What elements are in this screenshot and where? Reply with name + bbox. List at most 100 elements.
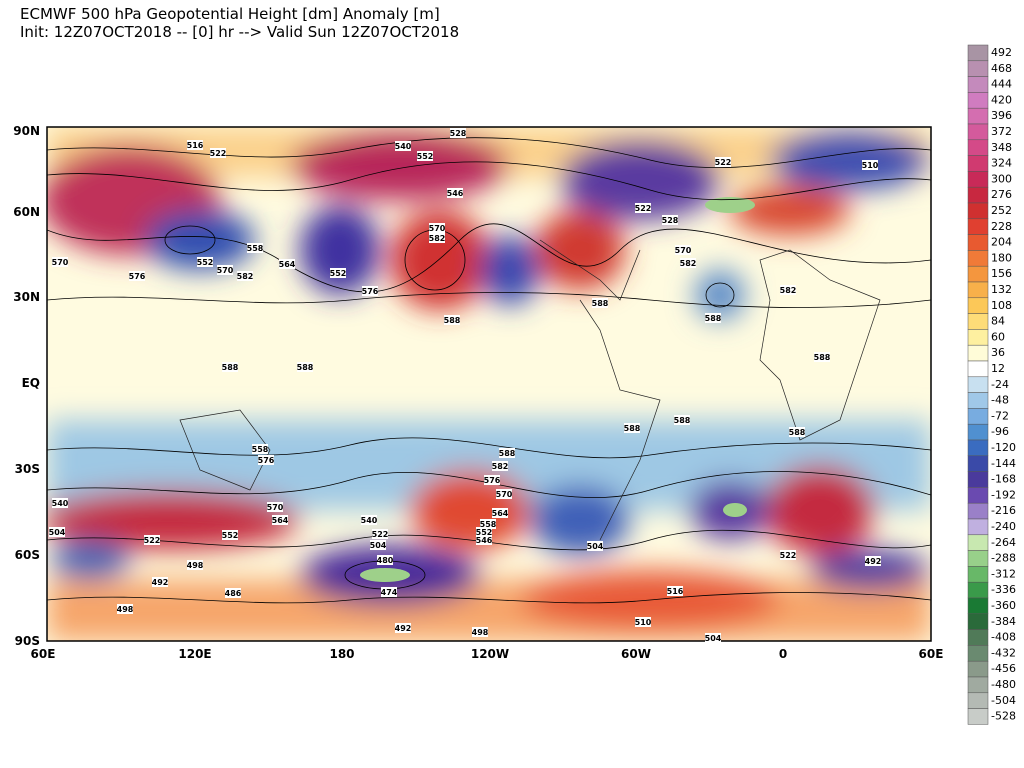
contour-label-bg: [662, 215, 678, 225]
colorbar-swatch: [967, 471, 989, 488]
colorbar-label: 60: [991, 330, 1005, 343]
colorbar-label: 204: [991, 236, 1012, 249]
colorbar-swatch: [967, 408, 989, 425]
colorbar-label: -144: [991, 457, 1016, 470]
contour-label: 498: [117, 605, 134, 614]
contour-label-bg: [780, 550, 796, 560]
colorbar-label: 156: [991, 267, 1012, 280]
contour-label: 540: [361, 516, 378, 525]
colorbar-label: -312: [991, 567, 1016, 580]
colorbar-swatch: [967, 250, 989, 267]
contour-label: 498: [187, 561, 204, 570]
colorbar-swatch: [967, 534, 989, 551]
colorbar-label: 372: [991, 125, 1012, 138]
contour-label-bg: [272, 515, 288, 525]
contour-label: 588: [592, 299, 609, 308]
lon-label: 60E: [919, 647, 944, 661]
contour-label-bg: [705, 313, 721, 323]
contour-label: 582: [237, 272, 254, 281]
contour-label-bg: [635, 203, 651, 213]
contour-label: 558: [247, 244, 264, 253]
colorbar-label: -48: [991, 394, 1009, 407]
colorbar-swatch: [967, 139, 989, 156]
contour-label-bg: [865, 556, 881, 566]
contour-label-bg: [49, 527, 65, 537]
colorbar-label: -24: [991, 378, 1009, 391]
colorbar-swatch: [967, 455, 989, 472]
contour-label-bg: [395, 141, 411, 151]
colorbar-swatch: [967, 186, 989, 204]
contour-label-bg: [780, 285, 796, 295]
colorbar-swatch: [967, 155, 989, 172]
lon-label: 180: [329, 647, 354, 661]
colorbar-swatch: [967, 597, 989, 615]
contour-label: 588: [297, 363, 314, 372]
contour-label-bg: [862, 160, 878, 170]
colorbar-swatch: [967, 376, 989, 393]
contour-label: 510: [635, 618, 652, 627]
contour-label-bg: [370, 540, 386, 550]
colorbar-label: -456: [991, 662, 1016, 675]
contour-label-bg: [635, 617, 651, 627]
map-frame: [46, 126, 932, 642]
colorbar-label: 300: [991, 172, 1012, 185]
contour-label: 522: [144, 536, 161, 545]
colorbar-swatch: [967, 660, 989, 678]
contour-label: 588: [499, 449, 516, 458]
contour-label: 552: [330, 269, 347, 278]
colorbar-swatch: [967, 676, 989, 694]
contour-label-bg: [381, 587, 397, 597]
colorbar-swatch: [967, 44, 989, 62]
contour-label: 504: [370, 541, 387, 550]
lat-label: 90S: [15, 634, 40, 648]
colorbar-swatch: [967, 629, 989, 646]
contour-label: 588: [789, 428, 806, 437]
contour-label: 558: [252, 445, 269, 454]
colorbar-label: 36: [991, 346, 1005, 359]
contour-label-bg: [674, 415, 690, 425]
colorbar-label: 228: [991, 220, 1012, 233]
contour-label-bg: [361, 515, 377, 525]
contour-label: 522: [780, 551, 797, 560]
contour-label-bg: [197, 257, 213, 267]
contour-label: 588: [222, 363, 239, 372]
contour-label: 570: [496, 490, 513, 499]
contour-label-bg: [222, 362, 238, 372]
colorbar-swatch: [967, 392, 989, 409]
contour-label: 582: [680, 259, 697, 268]
contour-label-bg: [267, 502, 283, 512]
contour-label: 546: [447, 189, 464, 198]
contour-label-bg: [429, 233, 445, 243]
lat-label: 60N: [13, 205, 40, 219]
colorbar-swatch: [967, 265, 989, 283]
contour-label-bg: [395, 623, 411, 633]
contour-label: 552: [222, 531, 239, 540]
colorbar-swatch: [967, 329, 989, 346]
contour-label: 516: [667, 587, 684, 596]
contour-label-bg: [447, 188, 463, 198]
colorbar-swatch: [967, 360, 989, 378]
contour-label-bg: [484, 475, 500, 485]
colorbar-label: -288: [991, 552, 1016, 565]
contour-label: 492: [152, 578, 169, 587]
contour-label-bg: [252, 444, 268, 454]
contour-label: 576: [362, 287, 379, 296]
colorbar-swatch: [967, 218, 989, 235]
colorbar-label: 468: [991, 62, 1012, 75]
contour-label: 582: [429, 234, 446, 243]
contour-label: 522: [210, 149, 227, 158]
contour-label: 480: [377, 556, 394, 565]
contour-label-bg: [152, 577, 168, 587]
contour-label-bg: [279, 259, 295, 269]
colorbar-swatch: [967, 518, 989, 536]
contour-label-bg: [210, 148, 226, 158]
contour-label: 570: [429, 224, 446, 233]
lon-label: 0: [779, 647, 787, 661]
contour-label-bg: [52, 498, 68, 508]
lon-label: 120W: [471, 647, 509, 661]
contour-label-bg: [450, 128, 466, 138]
colorbar-swatch: [967, 566, 989, 583]
contour-label-bg: [217, 265, 233, 275]
contour-label: 546: [476, 536, 493, 545]
contour-label-bg: [429, 223, 445, 233]
